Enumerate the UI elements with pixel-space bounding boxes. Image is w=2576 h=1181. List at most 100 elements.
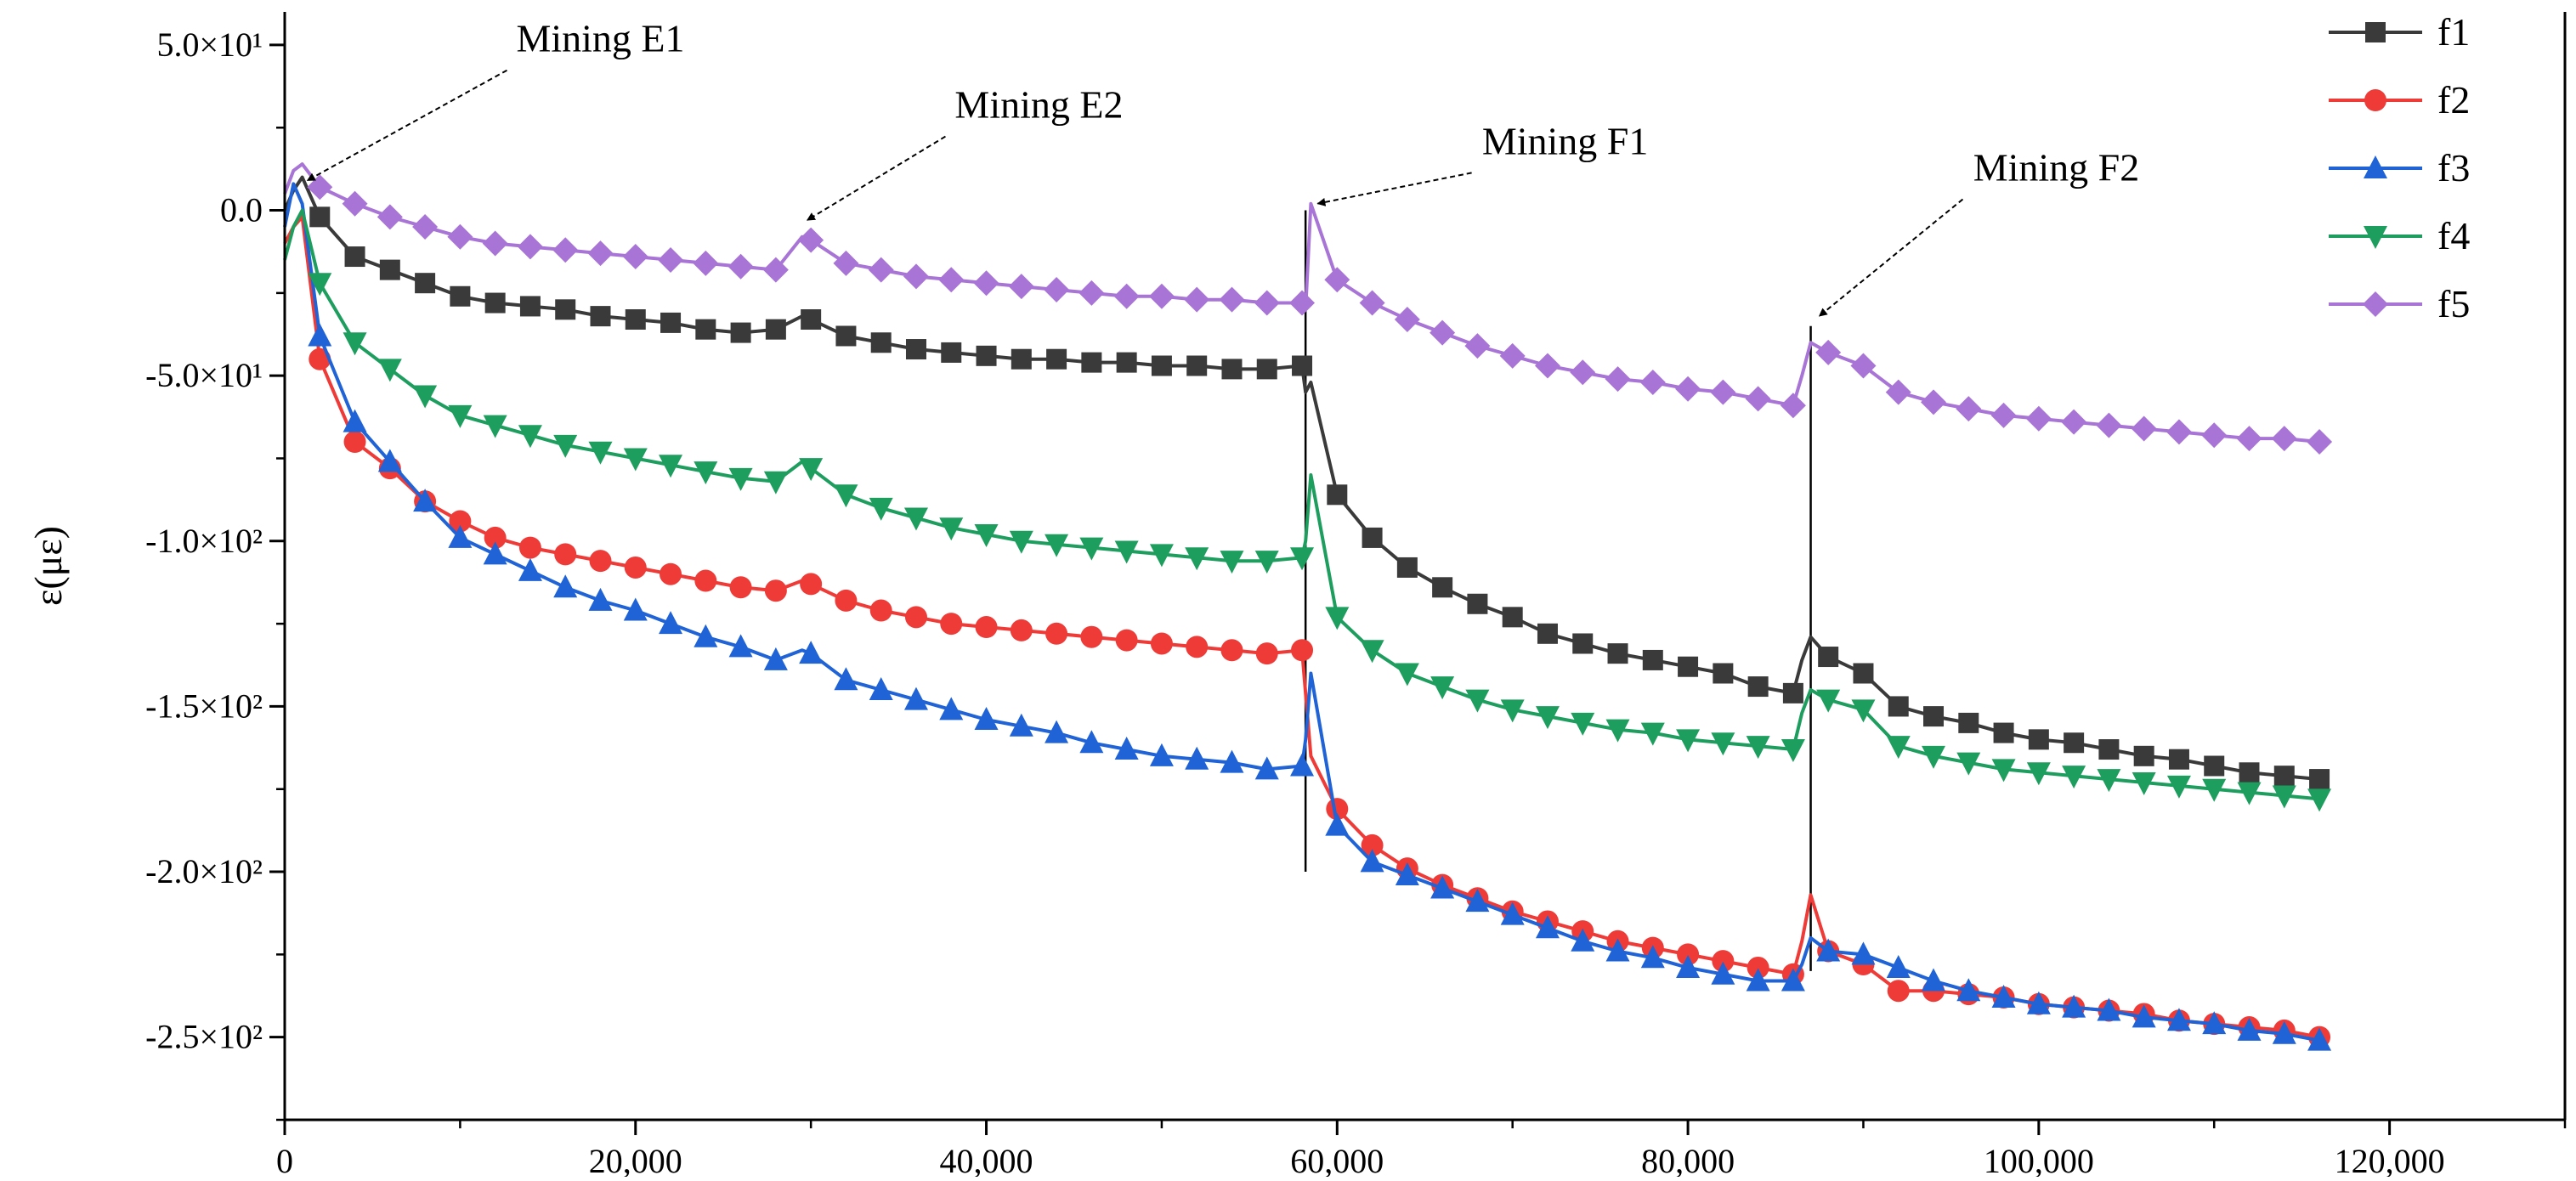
data-point-square [1747, 676, 1769, 698]
annotation-arrow [1316, 172, 1472, 206]
data-point-diamond [517, 234, 543, 260]
data-point-diamond [1044, 276, 1070, 302]
data-point-square [484, 292, 506, 314]
data-point-square [590, 306, 611, 327]
data-point-square [695, 319, 716, 340]
data-point-diamond [762, 257, 789, 283]
data-point-circle [1747, 956, 1769, 979]
data-point-triangle-down [623, 448, 648, 472]
data-point-triangle-up [1395, 862, 1419, 885]
data-point-triangle-down [763, 471, 788, 494]
data-point-triangle-down [518, 425, 542, 449]
annotations-group: Mining E1 Mining E2 Mining F1 Mining F2 [306, 17, 2139, 317]
data-point-square [1292, 355, 1313, 376]
legend-label: f1 [2437, 10, 2470, 54]
data-point-square [1958, 712, 1979, 733]
data-point-square [835, 325, 857, 347]
data-point-square [1362, 527, 1383, 548]
data-point-square [1502, 607, 1523, 628]
data-point-circle [694, 569, 717, 592]
data-point-triangle-up [1079, 730, 1104, 754]
data-point-triangle-down [1991, 759, 2016, 783]
data-point-diamond [1289, 290, 1316, 316]
data-point-circle [1255, 642, 1278, 665]
data-point-square [1678, 656, 1699, 677]
data-point-triangle-up [308, 323, 332, 347]
data-point-triangle-down [1640, 722, 1665, 746]
data-point-circle [1150, 632, 1173, 655]
data-point-triangle-up [2166, 1008, 2191, 1031]
data-point-square [2309, 769, 2330, 790]
legend-item-f2: f2 [2329, 78, 2470, 121]
annotation-arrow [1818, 198, 1964, 317]
data-point-triangle-up [799, 641, 824, 664]
annotation-label: Mining E1 [516, 17, 684, 60]
annotation-label: Mining F1 [1482, 119, 1649, 162]
data-point-square [379, 259, 400, 280]
data-point-diamond [2363, 291, 2388, 317]
legend-label: f2 [2437, 78, 2470, 121]
data-point-circle [975, 616, 998, 639]
data-point-triangle-up [588, 587, 613, 611]
data-point-diamond [552, 237, 579, 263]
data-point-triangle-up [1640, 945, 1665, 969]
data-point-diamond [1464, 333, 1491, 359]
data-point-diamond [1956, 396, 1982, 422]
data-point-triangle-up [1220, 749, 1244, 773]
data-point-square [1642, 649, 1663, 670]
data-point-triangle-down [1746, 736, 1770, 760]
x-tick-label: 60,000 [1290, 1142, 1384, 1177]
data-point-triangle-up [1571, 928, 1595, 952]
x-tick-label: 120,000 [2335, 1142, 2445, 1177]
data-point-triangle-down [2364, 226, 2387, 249]
data-point-triangle-down [343, 332, 367, 356]
y-tick-label: 5.0×10¹ [156, 25, 263, 64]
data-point-triangle-down [1571, 712, 1595, 736]
data-point-triangle-up [659, 611, 683, 635]
data-point-diamond [1219, 286, 1245, 313]
data-point-diamond [798, 227, 824, 253]
data-point-diamond [728, 253, 754, 280]
data-point-diamond [2061, 409, 2087, 435]
data-point-square [1432, 577, 1453, 598]
data-point-square [1221, 359, 1243, 380]
data-point-diamond [938, 267, 965, 293]
data-point-circle [729, 576, 752, 599]
data-point-triangle-up [1465, 889, 1490, 913]
data-point-triangle-up [2364, 155, 2387, 178]
data-point-square [2168, 749, 2189, 770]
data-point-triangle-up [1676, 954, 1701, 978]
data-point-diamond [1675, 376, 1701, 402]
data-point-triangle-down [1781, 739, 1805, 763]
data-point-square [1186, 355, 1208, 376]
data-point-circle [1080, 625, 1103, 648]
data-point-triangle-down [448, 404, 473, 428]
data-point-triangle-down [1851, 699, 1876, 723]
data-point-triangle-down [939, 517, 964, 541]
data-point-triangle-up [2097, 997, 2121, 1021]
series-f3 [283, 182, 2332, 1051]
data-point-diamond [1710, 379, 1736, 405]
data-point-triangle-down [834, 484, 858, 508]
data-point-circle [835, 589, 858, 612]
data-point-triangle-down [2237, 782, 2262, 805]
data-point-circle [1712, 950, 1735, 973]
data-point-triangle-down [1430, 676, 1455, 700]
data-point-square [1888, 696, 1909, 717]
data-point-diamond [2271, 426, 2297, 452]
data-point-triangle-down [1290, 547, 1315, 571]
data-point-square [625, 309, 646, 331]
data-point-diamond [1885, 379, 1911, 405]
data-point-diamond [2236, 426, 2262, 452]
data-point-square [1011, 348, 1032, 370]
data-point-diamond [1113, 283, 1140, 309]
data-point-square [1116, 352, 1137, 373]
data-point-triangle-down [553, 434, 578, 458]
series-f1 [283, 175, 2330, 790]
data-point-circle [2364, 89, 2386, 111]
data-point-square [1607, 643, 1628, 664]
data-point-circle [764, 579, 787, 602]
data-point-square [2064, 732, 2085, 754]
data-point-triangle-down [2166, 775, 2191, 799]
